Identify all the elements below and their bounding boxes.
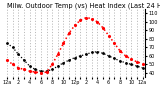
Text: Milw. Outdoor Temp (vs) Heat Index (Last 24 Hrs): Milw. Outdoor Temp (vs) Heat Index (Last… [7,2,160,9]
